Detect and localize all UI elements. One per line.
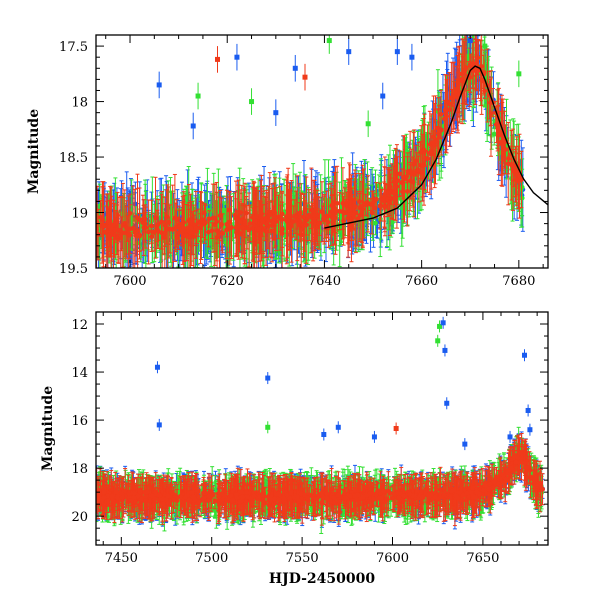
series-red-points xyxy=(96,35,524,268)
top-panel-chart: 7600 7620 7640 7660 768017.51818.51919.5Magn… xyxy=(26,34,549,289)
data-point xyxy=(214,235,220,240)
data-point xyxy=(337,208,342,214)
data-point xyxy=(373,220,378,226)
plot-area xyxy=(96,35,548,268)
data-point xyxy=(404,174,410,179)
data-point xyxy=(146,229,152,235)
data-point xyxy=(325,219,331,225)
data-point xyxy=(161,235,167,240)
data-point xyxy=(198,223,204,229)
data-point xyxy=(482,88,488,94)
data-point xyxy=(519,195,525,201)
data-point xyxy=(355,216,361,222)
data-point xyxy=(491,131,497,137)
data-point xyxy=(193,225,199,231)
data-point xyxy=(201,210,207,216)
data-point xyxy=(414,167,420,173)
data-point xyxy=(212,215,218,221)
data-point xyxy=(501,151,506,157)
